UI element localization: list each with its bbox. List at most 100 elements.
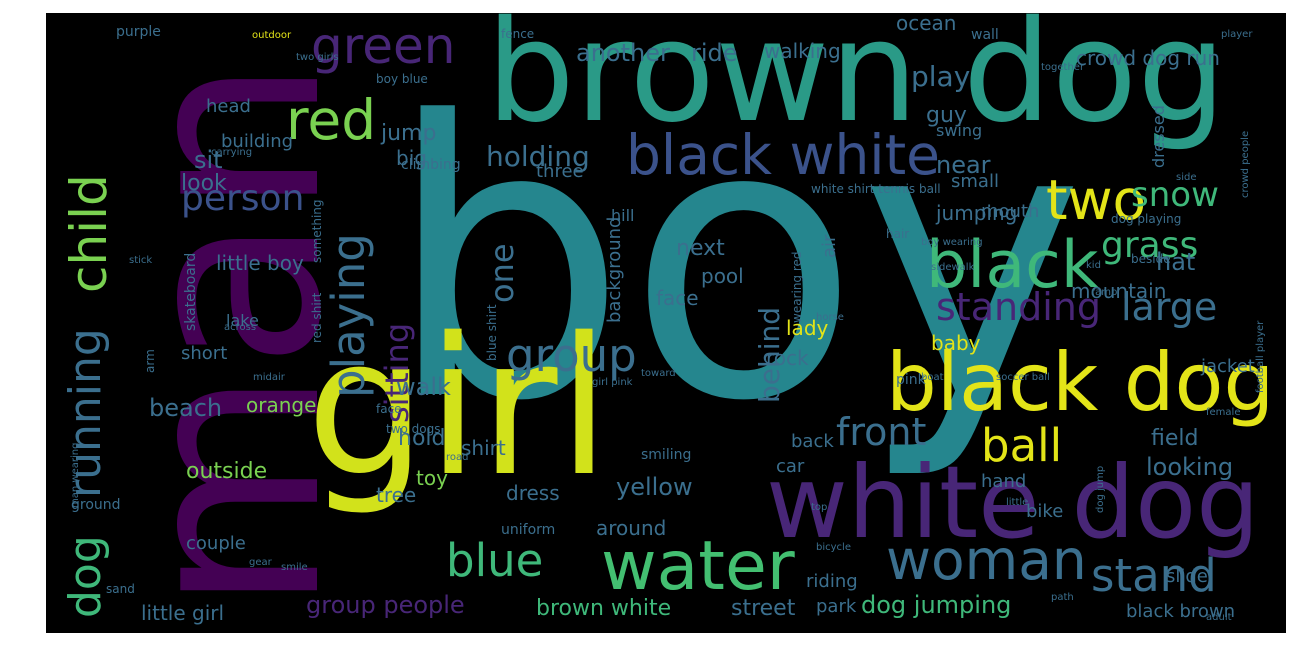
cloud-word: background	[604, 216, 625, 323]
cloud-word: crowd dog run	[1076, 46, 1220, 70]
cloud-word: smile	[281, 562, 308, 573]
cloud-word: ride	[691, 39, 738, 67]
cloud-word: near	[936, 151, 991, 179]
cloud-word: building	[221, 131, 294, 152]
cloud-word: carrying	[211, 147, 253, 158]
cloud-word: hold	[398, 426, 446, 451]
cloud-word: another	[576, 39, 670, 67]
cloud-word: wearing red	[790, 251, 804, 323]
cloud-word: baby	[931, 331, 981, 355]
cloud-word: child	[60, 174, 118, 293]
cloud-word: jumping	[936, 201, 1018, 225]
cloud-word: three	[536, 161, 584, 182]
cloud-word: boat	[921, 372, 944, 383]
cloud-word: jacket	[1201, 356, 1255, 377]
cloud-word: dog jump	[1095, 465, 1106, 513]
cloud-word: female	[1206, 407, 1241, 418]
cloud-word: dog	[60, 535, 111, 618]
cloud-word: standing	[936, 285, 1101, 329]
cloud-word: around	[596, 516, 667, 540]
cloud-word: stick	[129, 255, 153, 266]
cloud-word: outdoor	[252, 30, 292, 41]
cloud-word: smiling	[641, 447, 692, 463]
word-cloud-canvas: boy man brown dog girl white dog black dog bla…	[46, 13, 1286, 633]
cloud-word: park	[816, 596, 857, 617]
cloud-word: little boy	[216, 251, 304, 275]
cloud-word: bicycle	[816, 542, 851, 553]
cloud-word: boy blue	[376, 72, 428, 86]
cloud-word: horse	[816, 312, 844, 323]
cloud-word: swing	[936, 121, 983, 140]
cloud-word: front	[836, 410, 927, 454]
cloud-word: blue shirt	[485, 304, 499, 361]
cloud-word: girl pink	[592, 377, 633, 388]
cloud-word: girl	[306, 297, 611, 518]
cloud-word: rock	[766, 346, 809, 370]
cloud-word: ball	[981, 419, 1063, 472]
cloud-word: black brown	[1126, 601, 1236, 622]
cloud-word: climbing	[401, 157, 461, 173]
cloud-word: head	[206, 96, 251, 117]
cloud-word: dog playing	[1111, 212, 1182, 226]
cloud-word: something	[310, 199, 324, 263]
cloud-word: jump	[381, 121, 437, 146]
cloud-word: back	[791, 431, 834, 452]
cloud-word: black dog	[886, 336, 1275, 429]
cloud-word: slide	[1166, 566, 1208, 587]
cloud-word: football player	[1255, 320, 1266, 393]
cloud-word: two girls	[296, 52, 339, 63]
cloud-word: walk	[396, 373, 451, 401]
cloud-word: beach	[149, 394, 223, 422]
cloud-word: ground	[71, 497, 121, 513]
cloud-word: uniform	[501, 522, 556, 538]
cloud-word: water	[601, 527, 795, 606]
cloud-word: hair	[886, 227, 910, 241]
cloud-word: midair	[253, 372, 285, 383]
cloud-word: dress	[506, 481, 560, 505]
cloud-word: couple	[186, 533, 246, 554]
cloud-word: red	[286, 88, 377, 152]
cloud-word: snow	[1131, 175, 1219, 215]
cloud-word: lake	[226, 311, 259, 330]
cloud-word: fence	[501, 27, 535, 41]
cloud-word: adult	[1206, 612, 1232, 623]
cloud-word: face	[376, 402, 402, 416]
cloud-word: playing	[322, 233, 375, 398]
cloud-word: little	[1006, 497, 1029, 508]
cloud-word: holding	[486, 140, 590, 173]
cloud-word: hat	[1156, 248, 1196, 276]
cloud-word: arm	[143, 349, 157, 373]
cloud-word: field	[1151, 426, 1199, 451]
cloud-word: car	[776, 456, 805, 477]
cloud-word: air	[819, 234, 840, 258]
cloud-word: sit	[194, 146, 223, 174]
cloud-word: guy	[926, 103, 967, 128]
cloud-word: lady	[786, 316, 829, 340]
cloud-word: yellow	[616, 473, 693, 501]
cloud-word: outside	[186, 459, 268, 484]
cloud-word: hand	[981, 471, 1027, 492]
cloud-word: group people	[306, 591, 465, 619]
cloud-word: orange	[246, 393, 317, 417]
cloud-word: man wearing	[70, 442, 81, 508]
cloud-word: look	[181, 171, 227, 196]
cloud-word: next	[676, 236, 725, 261]
cloud-word: woman	[886, 528, 1087, 592]
cloud-word: boy wearing	[921, 237, 983, 248]
cloud-word: player	[1221, 29, 1253, 40]
cloud-word: face	[656, 286, 699, 310]
cloud-word: ramp	[1091, 287, 1118, 298]
cloud-word: black white	[626, 123, 940, 187]
cloud-word: walking	[764, 39, 841, 63]
cloud-word: pool	[701, 264, 744, 288]
cloud-word: mouth	[981, 201, 1040, 222]
cloud-word: skateboard	[183, 252, 199, 331]
cloud-word: pink	[896, 372, 926, 388]
cloud-word: grass	[1101, 225, 1199, 266]
cloud-word: blue	[446, 534, 544, 587]
cloud-word: large	[1121, 285, 1218, 329]
cloud-word: boy	[386, 41, 1085, 484]
cloud-word: looking	[1146, 453, 1234, 481]
cloud-word: path	[1051, 592, 1074, 603]
cloud-word: sidewalk	[931, 262, 975, 273]
